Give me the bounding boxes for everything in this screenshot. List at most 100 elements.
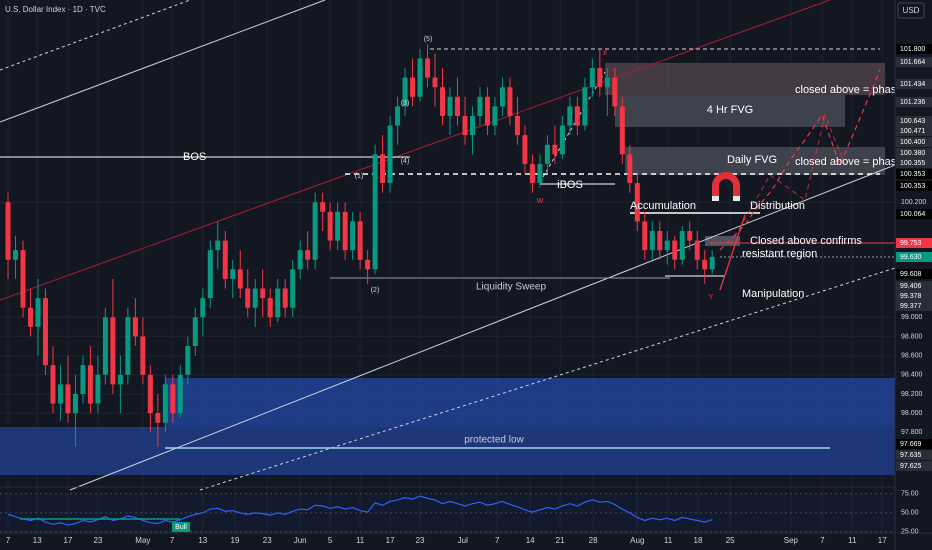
candle-body <box>237 269 243 289</box>
upper-channel-dashed <box>0 0 191 71</box>
x-tick-label: 11 <box>848 536 857 545</box>
annotation: Daily FVG <box>727 154 777 166</box>
candle-body <box>514 115 520 136</box>
candle-body <box>200 298 206 318</box>
level-label: 100.353 <box>900 171 925 178</box>
level-label: 99.406 <box>900 283 922 290</box>
candle-body <box>13 250 19 260</box>
annotation: Closed above confirms <box>750 235 862 247</box>
candle-body <box>567 106 573 126</box>
candle-body <box>5 202 11 260</box>
candle-body <box>425 58 431 78</box>
candle-body <box>342 211 348 251</box>
candle-body <box>559 125 565 155</box>
x-tick-label: 7 <box>170 536 175 545</box>
annotation: BOS <box>183 151 206 163</box>
annotation: Manipulation <box>742 288 804 300</box>
candle-body <box>694 240 700 260</box>
level-label-box <box>896 461 932 471</box>
candle-body <box>125 317 131 375</box>
candle-body <box>305 250 311 260</box>
level-label-box <box>896 79 932 89</box>
currency-box <box>897 2 925 19</box>
candle-body <box>679 230 685 260</box>
candle-body <box>57 384 63 404</box>
level-label-box <box>896 301 932 311</box>
level-label-box <box>896 97 932 107</box>
candle-body <box>642 221 648 251</box>
level-label: 97.669 <box>900 441 922 448</box>
level-label: 101.800 <box>900 46 925 53</box>
candle-body <box>147 374 153 414</box>
rsi-tick-label: 50.00 <box>901 510 919 517</box>
candle-body <box>50 365 56 404</box>
level-label: 99.377 <box>900 303 922 310</box>
level-label-box <box>896 181 932 191</box>
candle-body <box>440 87 446 116</box>
candle-body <box>522 135 528 164</box>
level-label-box <box>896 44 932 54</box>
candle-body <box>177 374 183 414</box>
candle-body <box>499 87 505 107</box>
level-label: 99.608 <box>900 271 922 278</box>
candle-body <box>365 259 371 270</box>
candle-body <box>507 87 513 116</box>
candle-body <box>687 230 693 241</box>
demand-zone <box>165 378 895 427</box>
candle-body <box>552 144 558 155</box>
level-label-box <box>896 57 932 67</box>
level-label: 100.400 <box>900 139 925 146</box>
candle-body <box>42 298 48 366</box>
candle-body <box>484 96 490 126</box>
candle-body <box>664 240 670 251</box>
candle-body <box>657 230 663 251</box>
candle-body <box>649 230 655 251</box>
candle-body <box>72 393 78 414</box>
level-label-box <box>896 450 932 460</box>
candle-body <box>477 96 483 116</box>
level-label-box <box>896 169 932 179</box>
x-tick-label: 23 <box>416 536 425 545</box>
level-label-box <box>896 439 932 449</box>
wave-label: (4) <box>401 158 410 165</box>
annotation: resistant region <box>742 248 817 260</box>
x-tick-label: 7 <box>820 536 825 545</box>
level-label: 101.664 <box>900 59 925 66</box>
x-tick-label: Jun <box>294 536 307 545</box>
candle-body <box>230 269 236 279</box>
wave-label: (3) <box>401 100 410 107</box>
x-tick-label: 25 <box>726 536 735 545</box>
annotation: Liquidity Sweep <box>476 282 546 293</box>
level-label-box <box>896 126 932 136</box>
candle-body <box>619 106 625 155</box>
annotation: Distribution <box>750 200 805 212</box>
x-tick-label: 17 <box>878 536 887 545</box>
x-tick-label: 21 <box>556 536 565 545</box>
candle-body <box>192 317 198 347</box>
candle-body <box>702 259 708 270</box>
candle-body <box>207 250 213 299</box>
candle-body <box>537 163 543 184</box>
candle-body <box>65 384 71 414</box>
wave-label: X <box>603 50 608 57</box>
x-tick-label: 28 <box>589 536 598 545</box>
candle-body <box>634 183 640 222</box>
candle-body <box>709 256 715 270</box>
wave-label: (1) <box>355 173 364 180</box>
candle-body <box>132 317 138 337</box>
rsi-tick-label: 75.00 <box>901 491 919 498</box>
candle-body <box>544 144 550 164</box>
x-tick-label: 5 <box>328 536 333 545</box>
level-label: 101.236 <box>900 99 925 106</box>
candle-body <box>245 288 251 308</box>
wave-label: (2) <box>371 287 380 294</box>
level-label-box <box>896 291 932 301</box>
x-tick-label: Jul <box>458 536 468 545</box>
candle-body <box>469 115 475 136</box>
candle-body <box>327 211 333 241</box>
candle-body <box>492 106 498 126</box>
x-tick-label: 11 <box>664 536 673 545</box>
axis-labels: 7 13 17 23 May 7 13 19 23 Jun 5 11 17 23 Jul 7 14 21 28 Aug… <box>6 44 932 545</box>
y-tick-label: 98.400 <box>901 372 923 379</box>
